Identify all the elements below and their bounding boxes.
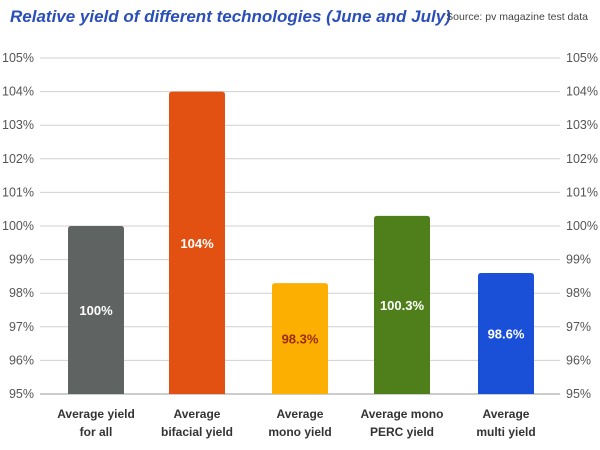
bar-value-label: 98.3% — [282, 332, 319, 347]
y-tick-label-right: 96% — [566, 353, 591, 367]
y-tick-label-right: 102% — [566, 152, 598, 166]
y-tick-label-left: 95% — [9, 387, 34, 401]
category-label: PERC yield — [370, 425, 434, 439]
y-tick-label-left: 99% — [9, 253, 34, 267]
y-tick-label-right: 95% — [566, 387, 591, 401]
y-tick-label-left: 96% — [9, 353, 34, 367]
bar — [374, 215, 430, 394]
bar — [478, 273, 534, 394]
y-tick-label-left: 98% — [9, 286, 34, 300]
y-tick-label-left: 100% — [2, 219, 34, 233]
bar-value-label: 100.3% — [380, 298, 425, 313]
category-label: Average yield — [57, 407, 135, 421]
bar-value-label: 100% — [79, 303, 113, 318]
category-label: Average — [277, 407, 324, 421]
y-tick-label-left: 104% — [2, 85, 34, 99]
category-label: Average — [174, 407, 221, 421]
chart-source: Source: pv magazine test data — [446, 11, 588, 23]
y-tick-label-left: 97% — [9, 320, 34, 334]
bar — [68, 226, 124, 394]
bar — [169, 91, 225, 394]
bar-value-label: 104% — [180, 236, 214, 251]
y-tick-label-left: 101% — [2, 185, 34, 199]
y-tick-label-right: 100% — [566, 219, 598, 233]
y-tick-label-left: 102% — [2, 152, 34, 166]
category-label: multi yield — [476, 425, 535, 439]
y-tick-label-right: 105% — [566, 51, 598, 65]
y-tick-label-left: 105% — [2, 51, 34, 65]
y-tick-label-right: 103% — [566, 118, 598, 132]
category-label: Average — [483, 407, 530, 421]
bar-value-label: 98.6% — [488, 327, 525, 342]
chart-title: Relative yield of different technologies… — [10, 7, 451, 26]
y-tick-label-right: 101% — [566, 185, 598, 199]
y-tick-label-right: 98% — [566, 286, 591, 300]
y-tick-label-right: 97% — [566, 320, 591, 334]
bar — [272, 283, 328, 394]
category-label: mono yield — [268, 425, 331, 439]
y-tick-label-right: 99% — [566, 253, 591, 267]
y-tick-label-left: 103% — [2, 118, 34, 132]
category-label: bifacial yield — [161, 425, 233, 439]
y-tick-label-right: 104% — [566, 85, 598, 99]
category-label: for all — [80, 425, 113, 439]
category-label: Average mono — [361, 407, 444, 421]
